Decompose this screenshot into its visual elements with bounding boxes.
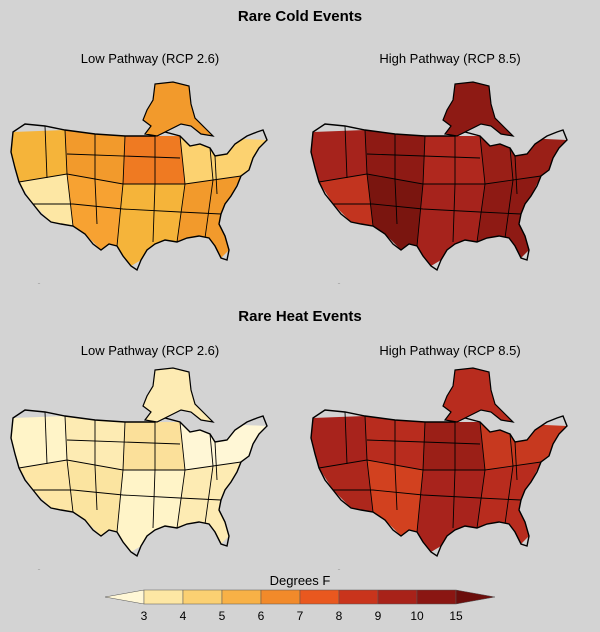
state-boundary: [394, 134, 398, 225]
map-region: [19, 460, 73, 512]
colorbar-swatch: [455, 589, 496, 605]
state-boundary: [214, 155, 218, 195]
state-boundary: [318, 173, 542, 185]
map-region: [180, 422, 267, 470]
colorbar: 3 4 5 6 7 8 9 10 15: [104, 589, 496, 623]
colorbar-swatch: [416, 589, 457, 605]
conus-outline: [310, 409, 568, 558]
panel-label-heat-low: Low Pathway (RCP 2.6): [80, 343, 220, 358]
map-region: [417, 470, 485, 552]
state-boundary: [204, 147, 214, 239]
map-region: [319, 174, 373, 226]
colorbar-tick-label: 15: [449, 609, 463, 623]
state-boundary: [33, 489, 222, 501]
map-region: [480, 422, 567, 470]
state-boundary: [204, 433, 214, 525]
state-boundary: [504, 147, 514, 239]
map-region: [19, 174, 73, 226]
map-region: [480, 136, 567, 184]
map-region: [177, 176, 241, 258]
state-boundary: [94, 134, 98, 225]
map-region: [477, 176, 541, 258]
state-boundary: [344, 411, 348, 465]
colorbar-tick-label: 4: [180, 609, 187, 623]
map-heat-low: [10, 367, 268, 570]
map-region: [311, 416, 367, 468]
state-boundary: [66, 439, 181, 445]
conus-outline: [10, 409, 268, 558]
colorbar-swatch: [260, 589, 301, 605]
colorbar-tick-label: 5: [219, 609, 226, 623]
state-boundary: [66, 153, 181, 159]
state-boundary: [333, 203, 522, 215]
state-boundary: [333, 489, 522, 501]
state-boundary: [366, 153, 481, 159]
state-boundary: [452, 422, 456, 529]
alaska-shape: [442, 81, 515, 137]
alaska-shape: [442, 367, 515, 423]
map-region: [11, 416, 67, 468]
map-region: [311, 130, 367, 182]
map-region: [417, 184, 485, 266]
colorbar-swatch: [338, 589, 379, 605]
state-boundary: [18, 173, 242, 185]
map-cold-low: [10, 81, 268, 284]
colorbar-swatch: [104, 589, 145, 605]
map-region: [423, 136, 485, 184]
map-region: [11, 130, 67, 182]
panel-label-cold-high: High Pathway (RCP 8.5): [379, 51, 521, 66]
state-boundary: [33, 203, 222, 215]
colorbar-swatch: [377, 589, 418, 605]
colorbar-swatch: [299, 589, 340, 605]
state-boundary: [366, 439, 481, 445]
state-boundary: [18, 459, 242, 471]
state-boundary: [214, 441, 218, 481]
state-boundary: [394, 420, 398, 511]
colorbar-tick-label: 7: [297, 609, 304, 623]
map-region: [180, 136, 267, 184]
map-region: [123, 422, 185, 470]
map-region: [177, 462, 241, 544]
map-heat-high: [310, 367, 568, 570]
map-cold-high: [310, 81, 568, 284]
state-boundary: [504, 433, 514, 525]
state-boundary: [44, 125, 48, 179]
legend-title: Degrees F: [269, 573, 331, 588]
colorbar-tick-label: 8: [336, 609, 343, 623]
colorbar-tick-label: 6: [258, 609, 265, 623]
colorbar-swatch: [143, 589, 184, 605]
panel-label-cold-low: Low Pathway (RCP 2.6): [80, 51, 220, 66]
colorbar-tick-label: 9: [375, 609, 382, 623]
state-boundary: [514, 441, 518, 481]
map-region: [117, 184, 185, 266]
map-region: [477, 462, 541, 544]
map-region: [319, 460, 373, 512]
state-boundary: [344, 125, 348, 179]
map-region: [123, 136, 185, 184]
state-boundary: [514, 155, 518, 195]
colorbar-tick-label: 3: [141, 609, 148, 623]
colorbar-swatch: [221, 589, 262, 605]
state-boundary: [152, 136, 156, 243]
panel-label-heat-high: High Pathway (RCP 8.5): [379, 343, 521, 358]
map-region: [423, 422, 485, 470]
section-title-heat: Rare Heat Events: [238, 308, 362, 325]
state-boundary: [452, 136, 456, 243]
colorbar-swatch: [182, 589, 223, 605]
section-title-cold: Rare Cold Events: [237, 8, 363, 25]
state-boundary: [318, 459, 542, 471]
alaska-shape: [142, 81, 215, 137]
state-boundary: [44, 411, 48, 465]
state-boundary: [94, 420, 98, 511]
map-region: [117, 470, 185, 552]
state-boundary: [152, 422, 156, 529]
alaska-shape: [142, 367, 215, 423]
conus-outline: [310, 123, 568, 272]
conus-outline: [10, 123, 268, 272]
colorbar-tick-label: 10: [410, 609, 424, 623]
